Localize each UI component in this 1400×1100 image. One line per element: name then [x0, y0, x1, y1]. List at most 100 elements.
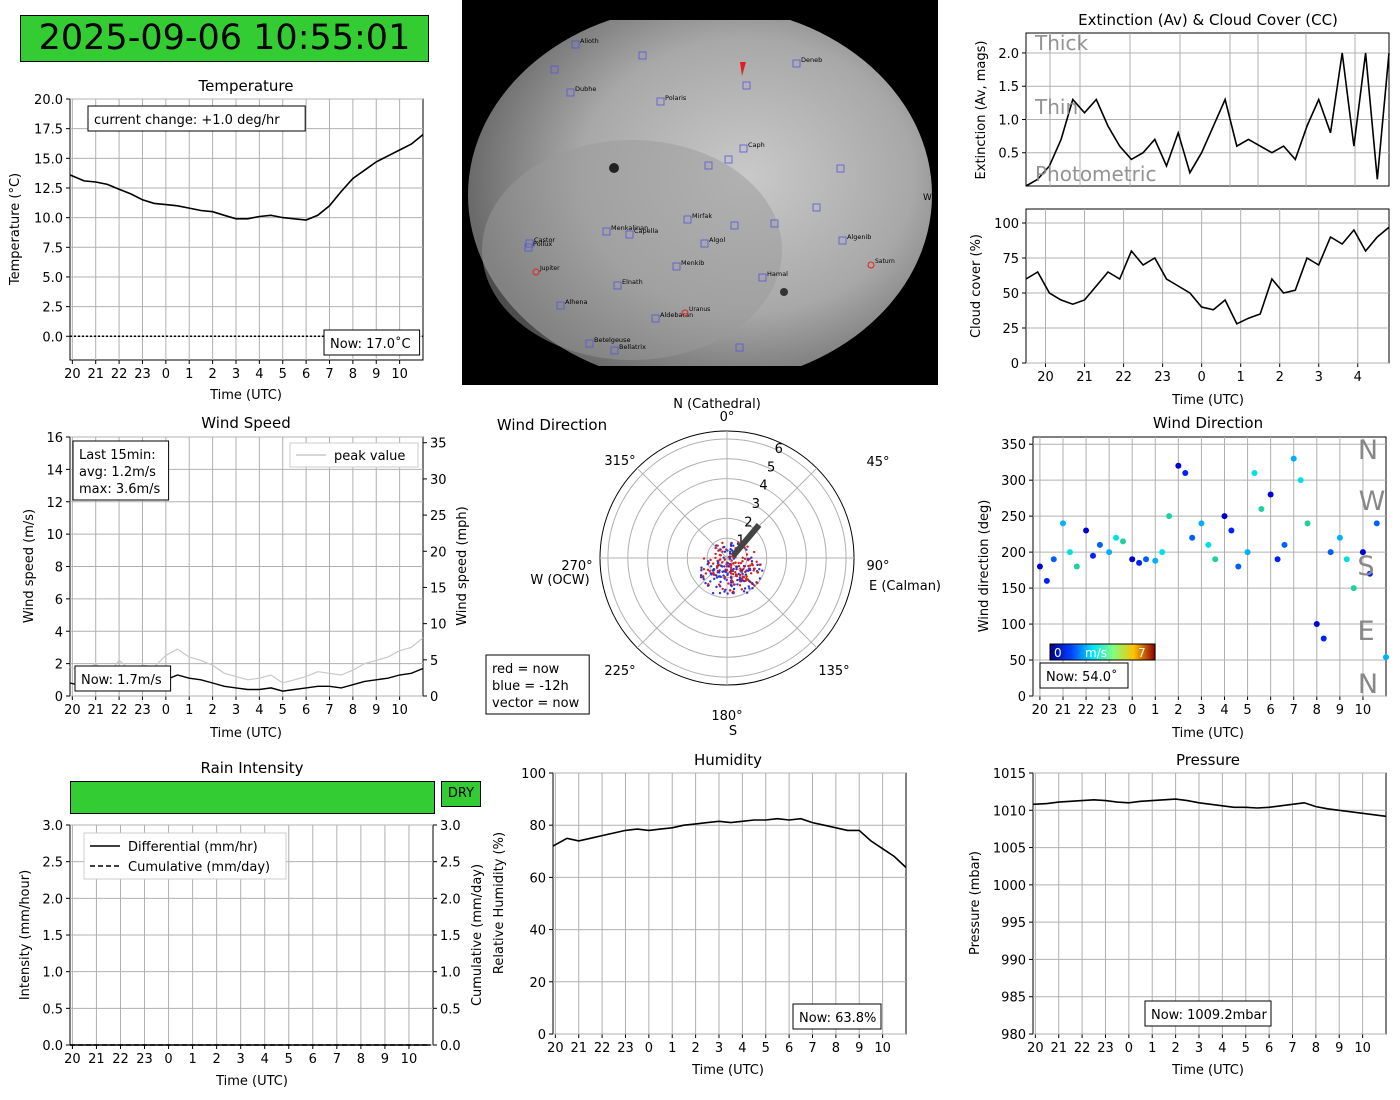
wind-sample-point — [712, 577, 716, 581]
wind-direction-point — [1198, 520, 1205, 527]
wind-direction-point — [1244, 549, 1251, 556]
x-tick-label: 4 — [1218, 1041, 1226, 1056]
wind-sample-point — [730, 563, 733, 566]
wind-sample-point — [750, 581, 754, 585]
polar-legend-box: red = now blue = -12h vector = now — [485, 654, 590, 715]
x-tick-label: 8 — [357, 1052, 365, 1067]
compass-letter: E — [1357, 616, 1374, 647]
x-tick-label: 4 — [255, 703, 263, 718]
wind-direction-point — [1327, 549, 1334, 556]
wind-sample-point — [719, 554, 722, 557]
wind-sample-point — [734, 570, 737, 574]
wind-sample-point — [748, 580, 752, 584]
temperature-now-label: Now: 17.0˚C — [323, 329, 421, 356]
wind-sample-point — [717, 575, 721, 578]
wind-sample-point — [731, 591, 735, 595]
wind-sample-point — [709, 580, 712, 583]
x-tick-label: 23 — [617, 1041, 634, 1056]
wind-sample-point — [735, 567, 738, 571]
x-tick-label: 22 — [594, 1041, 611, 1056]
allsky-camera-image: Durham AstroLab All-sky1 Camera (Rigel) 2… — [462, 0, 938, 385]
x-axis-label: Time (UTC) — [209, 726, 282, 741]
x-axis-label: Time (UTC) — [1171, 1063, 1244, 1078]
x-tick-label: 20 — [1027, 1041, 1044, 1056]
wind-direction-point — [1113, 534, 1120, 541]
y-tick-label-right: 20 — [430, 545, 447, 560]
wind-sample-point — [723, 577, 726, 580]
x-tick-label: 0 — [164, 1052, 172, 1067]
wind-sample-point — [714, 552, 717, 556]
wind-direction-point — [1350, 585, 1357, 592]
y-tick-label-right: 0 — [430, 690, 438, 705]
y-tick-label: 2.0 — [998, 47, 1019, 62]
x-tick-label: 22 — [111, 367, 128, 382]
sky-dust-spot — [609, 163, 619, 173]
wind-sample-point — [714, 574, 718, 577]
wind-sample-point — [745, 575, 748, 578]
plot-frame — [1025, 208, 1390, 364]
wind-sample-point — [729, 568, 733, 572]
star-marker — [812, 203, 821, 212]
plot-frame — [1032, 436, 1387, 697]
wind-sample-point — [723, 576, 727, 579]
x-tick-label: 22 — [1078, 703, 1095, 718]
x-tick-label: 20 — [64, 703, 81, 718]
y-tick-label: 15.0 — [34, 152, 63, 167]
wind-sample-point — [759, 563, 762, 566]
wind-sample-point — [723, 550, 727, 553]
x-tick-label: 20 — [547, 1041, 564, 1056]
y-tick-label: 5.0 — [42, 271, 63, 286]
y-tick-label: 4 — [55, 625, 63, 640]
x-tick-label: 21 — [1055, 703, 1072, 718]
y-tick-label: 250 — [1001, 510, 1026, 525]
wind-sample-point — [736, 547, 739, 550]
y-tick-label: 0.5 — [42, 1002, 63, 1017]
y-tick-label: 50 — [1002, 287, 1019, 302]
x-tick-label: 2 — [208, 703, 216, 718]
wind-direction-point — [1251, 469, 1258, 476]
x-tick-label: 9 — [381, 1052, 389, 1067]
y-tick-label: 2.0 — [42, 892, 63, 907]
x-tick-label: 4 — [261, 1052, 269, 1067]
wind-sample-point — [746, 557, 750, 561]
y-tick-label: 16 — [46, 431, 63, 446]
wind-direction-point — [1205, 541, 1212, 548]
sky-header-exposure: t=0.2s — [812, 1, 836, 9]
wind-sample-point — [747, 567, 751, 570]
humidity-line — [552, 817, 907, 869]
wind-direction-point — [1083, 527, 1090, 534]
wind-sample-point — [729, 544, 733, 548]
y-tick-label: 20 — [529, 976, 546, 991]
x-tick-label: 23 — [1101, 703, 1118, 718]
pressure-now-label: Now: 1009.2mbar — [1144, 1000, 1272, 1027]
polar-radial-label: 6 — [775, 442, 783, 457]
temperature-now-label-line: Now: 17.0˚C — [330, 336, 411, 352]
wind-direction-point — [1313, 621, 1320, 628]
polar-direction-s: S — [729, 724, 737, 739]
polar-ring — [686, 517, 768, 599]
wind-sample-point — [712, 573, 716, 577]
wind-sample-point — [706, 584, 710, 587]
y-tick-label: 80 — [529, 819, 546, 834]
x-tick-label: 22 — [1115, 370, 1132, 385]
wind-direction-point — [1235, 563, 1242, 570]
humidity-now-label-frame — [792, 1003, 882, 1030]
y-tick-label: 25 — [1002, 322, 1019, 337]
polar-direction-w: W (OCW) — [530, 573, 589, 588]
y-tick-label-right: 2.5 — [440, 856, 461, 871]
wind-sample-point — [726, 572, 729, 575]
star-marker — [566, 88, 575, 97]
y-tick-label: 3.0 — [42, 819, 63, 834]
x-tick-label: 8 — [349, 703, 357, 718]
x-tick-label: 6 — [302, 367, 310, 382]
wind-sample-point — [716, 544, 719, 547]
polar-angle-label: 270° — [561, 559, 592, 574]
star-marker — [735, 343, 744, 352]
wind-sample-point — [699, 573, 703, 577]
wind-sample-point — [711, 591, 715, 595]
star-marker — [610, 346, 619, 355]
sky-shadow — [482, 140, 782, 360]
x-tick-label: 0 — [645, 1041, 653, 1056]
wind-sample-point — [741, 579, 744, 582]
star-label: Hamal — [767, 270, 788, 278]
